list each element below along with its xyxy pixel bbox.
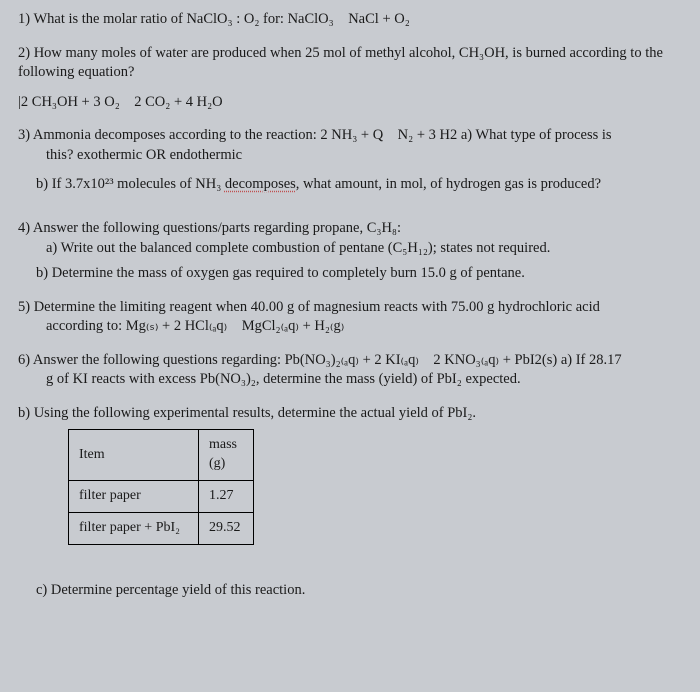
- table-row: filter paper 1.27: [69, 481, 254, 513]
- q3-line1: 3) Ammonia decomposes according to the r…: [18, 126, 682, 146]
- cell-filter-paper-mass: 1.27: [199, 481, 254, 513]
- q5-line1: 5) Determine the limiting reagent when 4…: [18, 298, 682, 318]
- question-6: 6) Answer the following questions regard…: [18, 351, 682, 390]
- results-table: Item mass (g) filter paper 1.27 filter p…: [68, 429, 254, 545]
- question-1: 1) What is the molar ratio of NaClO₃ : O…: [18, 10, 682, 30]
- table-header-item: Item: [69, 430, 199, 481]
- cell-filter-pbi2: filter paper + PbI₂: [69, 513, 199, 545]
- q1-text: 1) What is the molar ratio of NaClO₃ : O…: [18, 11, 410, 27]
- q2-equation: |2 CH₃OH + 3 O₂ 2 CO₂ + 4 H₂O: [18, 93, 682, 113]
- q6b-text: b) Using the following experimental resu…: [18, 404, 682, 424]
- question-6b: b) Using the following experimental resu…: [18, 404, 682, 545]
- q3b-post: , what amount, in mol, of hydrogen gas i…: [296, 176, 601, 192]
- q6-line1: 6) Answer the following questions regard…: [18, 351, 682, 371]
- q4-part-a: a) Write out the balanced complete combu…: [18, 239, 682, 259]
- q3b-dotted: decomposes: [225, 176, 296, 192]
- q2-text: 2) How many moles of water are produced …: [18, 44, 682, 83]
- question-6c: c) Determine percentage yield of this re…: [18, 581, 682, 601]
- question-4: 4) Answer the following questions/parts …: [18, 219, 682, 284]
- q6-line2: g of KI reacts with excess Pb(NO₃)₂, det…: [18, 370, 682, 390]
- cell-filter-pbi2-mass: 29.52: [199, 513, 254, 545]
- q4-part-b: b) Determine the mass of oxygen gas requ…: [18, 264, 682, 284]
- question-3: 3) Ammonia decomposes according to the r…: [18, 126, 682, 195]
- cell-filter-paper: filter paper: [69, 481, 199, 513]
- q3b-pre: b) If 3.7x10²³ molecules of NH₃: [36, 176, 225, 192]
- q4-intro: 4) Answer the following questions/parts …: [18, 219, 682, 239]
- table-row: Item mass (g): [69, 430, 254, 481]
- table-header-mass: mass (g): [199, 430, 254, 481]
- table-row: filter paper + PbI₂ 29.52: [69, 513, 254, 545]
- q3-line2: this? exothermic OR endothermic: [18, 146, 682, 166]
- question-2: 2) How many moles of water are produced …: [18, 44, 682, 113]
- q3-part-b: b) If 3.7x10²³ molecules of NH₃ decompos…: [18, 175, 682, 195]
- q5-line2: according to: Mg₍ₛ₎ + 2 HCl₍ₐq₎ MgCl₂₍ₐq…: [18, 317, 682, 337]
- question-5: 5) Determine the limiting reagent when 4…: [18, 298, 682, 337]
